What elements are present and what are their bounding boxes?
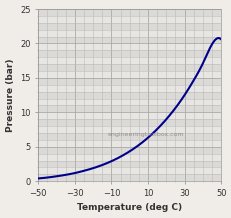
Bar — [38, 112, 220, 119]
Bar — [38, 16, 220, 23]
Bar — [38, 99, 220, 106]
Bar — [38, 78, 220, 85]
Bar — [38, 174, 220, 181]
Bar — [38, 64, 220, 71]
Bar — [38, 50, 220, 57]
Bar — [38, 106, 220, 112]
Bar — [38, 92, 220, 99]
Bar — [38, 23, 220, 30]
Bar — [38, 119, 220, 126]
Bar — [38, 85, 220, 92]
X-axis label: Temperature (deg C): Temperature (deg C) — [77, 203, 182, 213]
Y-axis label: Pressure (bar): Pressure (bar) — [6, 58, 15, 132]
Bar — [38, 154, 220, 161]
Bar — [38, 140, 220, 147]
Bar — [38, 71, 220, 78]
Bar — [38, 44, 220, 50]
Bar — [38, 161, 220, 167]
Text: engineeringtoolbox.com: engineeringtoolbox.com — [107, 133, 184, 138]
Bar — [38, 126, 220, 133]
Bar — [38, 30, 220, 37]
Bar — [38, 57, 220, 64]
Bar — [38, 147, 220, 154]
Bar — [38, 9, 220, 16]
Bar — [38, 133, 220, 140]
Bar — [38, 37, 220, 44]
Bar — [38, 167, 220, 174]
